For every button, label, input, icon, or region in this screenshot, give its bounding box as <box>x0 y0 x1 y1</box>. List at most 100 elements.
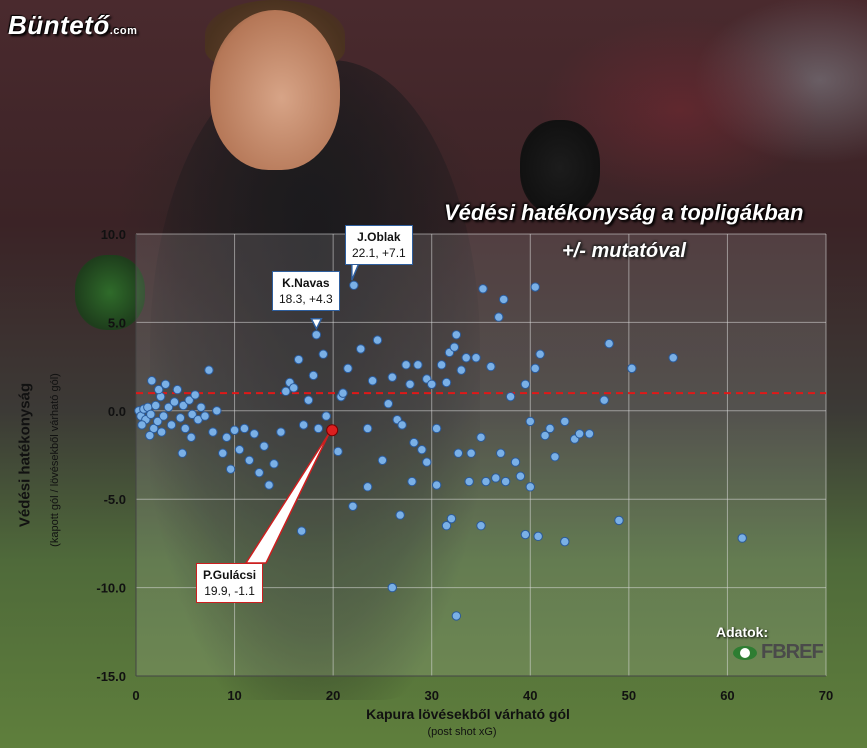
data-point <box>367 376 378 386</box>
data-point <box>212 406 222 416</box>
data-point <box>500 476 511 487</box>
data-point <box>520 529 531 540</box>
data-point <box>225 464 236 474</box>
data-point <box>244 455 255 466</box>
fbref-name: FBREF <box>761 641 824 663</box>
data-point <box>540 430 550 441</box>
callout-oblak: J.Oblak 22.1, +7.1 <box>345 225 413 265</box>
data-points <box>134 280 747 621</box>
x-tick-label: 50 <box>622 688 636 703</box>
data-point <box>343 363 353 374</box>
data-point <box>461 353 471 363</box>
data-point <box>737 533 747 543</box>
data-point <box>356 344 366 354</box>
data-point <box>318 349 328 359</box>
data-point <box>498 294 509 305</box>
callout-navas: K.Navas 18.3, +4.3 <box>272 271 340 311</box>
data-point <box>158 411 169 421</box>
data-point <box>505 391 516 402</box>
data-point <box>604 338 614 349</box>
data-point <box>372 335 383 345</box>
data-point <box>627 363 637 374</box>
data-point <box>397 420 407 430</box>
callout-oblak-name: J.Oblak <box>357 230 401 244</box>
data-point <box>533 531 543 542</box>
data-point <box>200 411 210 421</box>
x-tick-label: 40 <box>523 688 537 703</box>
data-point <box>476 521 486 531</box>
data-point <box>254 467 264 478</box>
logo-text: Büntető <box>8 10 110 40</box>
x-tick-label: 70 <box>819 688 833 703</box>
data-point <box>289 383 299 393</box>
data-point <box>249 429 259 439</box>
background-photo-glove-left <box>75 255 145 330</box>
data-point <box>229 425 240 435</box>
x-tick-label: 20 <box>326 688 340 703</box>
data-point <box>494 312 504 322</box>
data-point <box>313 423 324 434</box>
data-point <box>259 441 269 451</box>
data-point <box>180 423 190 434</box>
data-point <box>456 365 466 375</box>
y-tick-label: -5.0 <box>104 492 126 507</box>
data-point <box>387 372 397 382</box>
data-point <box>293 354 304 365</box>
x-tick-label: 60 <box>720 688 734 703</box>
data-point <box>151 400 161 411</box>
data-point <box>348 501 358 511</box>
x-axis-sublabel: (post shot xG) <box>427 726 497 738</box>
data-point <box>184 395 194 405</box>
data-point <box>204 365 214 375</box>
fbref-logo[interactable]: FBREF <box>733 641 824 664</box>
data-point <box>515 471 526 481</box>
data-point <box>441 377 452 388</box>
data-point-annotated <box>349 280 359 290</box>
data-point <box>362 482 373 492</box>
callout-navas-name: K.Navas <box>282 276 330 290</box>
data-point <box>535 349 545 359</box>
data-point <box>186 432 196 443</box>
callout-gulacsi-values: 19.9, -1.1 <box>204 584 255 598</box>
data-point <box>464 476 474 487</box>
data-point <box>481 476 491 487</box>
callout-navas-values: 18.3, +4.3 <box>279 292 333 306</box>
callout-gulacsi-name: P.Gulácsi <box>203 568 257 582</box>
data-point <box>175 413 186 423</box>
data-point <box>177 448 188 458</box>
data-point <box>169 397 180 407</box>
data-point <box>308 370 319 381</box>
data-point <box>145 430 155 441</box>
site-logo[interactable]: Büntető.com <box>8 10 137 41</box>
y-tick-label: -15.0 <box>96 669 126 684</box>
chart-title: Védési hatékonyság a topligákban <box>444 200 804 225</box>
data-point <box>172 384 183 395</box>
y-tick-label: 10.0 <box>101 227 126 242</box>
axes <box>135 234 826 677</box>
callout-oblak-values: 22.1, +7.1 <box>352 246 406 260</box>
background-photo-head <box>210 10 340 170</box>
data-point <box>160 379 171 389</box>
background-photo-glove-right <box>520 120 600 215</box>
data-point <box>137 420 147 430</box>
data-point <box>486 361 496 372</box>
data-point <box>401 360 411 370</box>
data-point <box>510 457 521 467</box>
data-point <box>166 420 177 430</box>
data-point-annotated <box>311 330 322 340</box>
data-point <box>530 282 540 292</box>
tick-labels: 0 10 20 30 40 50 60 70 10.0 5.0 0.0 -5.0 -10.0 -15.0 <box>96 227 833 703</box>
data-point <box>407 476 417 487</box>
x-tick-label: 10 <box>227 688 241 703</box>
data-point <box>208 427 218 437</box>
y-tick-label: -10.0 <box>96 581 126 596</box>
data-point <box>333 446 343 457</box>
data-point <box>466 448 476 458</box>
data-point <box>281 386 291 397</box>
data-point <box>525 482 535 492</box>
data-point <box>453 448 464 458</box>
data-point <box>269 459 279 469</box>
data-point <box>614 515 624 526</box>
data-point <box>441 521 452 531</box>
data-point <box>478 284 488 294</box>
